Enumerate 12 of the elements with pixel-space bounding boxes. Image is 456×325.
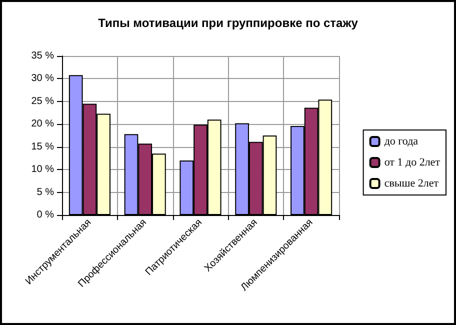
y-tick-label: 35 % [31, 50, 54, 62]
legend-label: до года [384, 136, 418, 148]
legend-label: свыше 2лет [384, 178, 439, 190]
y-tick-label: 5 % [36, 186, 54, 198]
y-tick-label: 15 % [31, 141, 54, 152]
y-tick-label: 20 % [31, 118, 54, 130]
y-tick-label: 25 % [31, 96, 54, 107]
chart-title: Типы мотивации при группировке по стажу [98, 16, 358, 30]
y-tick-label: 10 % [31, 164, 54, 176]
y-tick-label: 0 % [36, 210, 54, 220]
legend-label: от 1 до 2лет [384, 156, 440, 168]
y-tick-label: 30 % [31, 73, 54, 84]
